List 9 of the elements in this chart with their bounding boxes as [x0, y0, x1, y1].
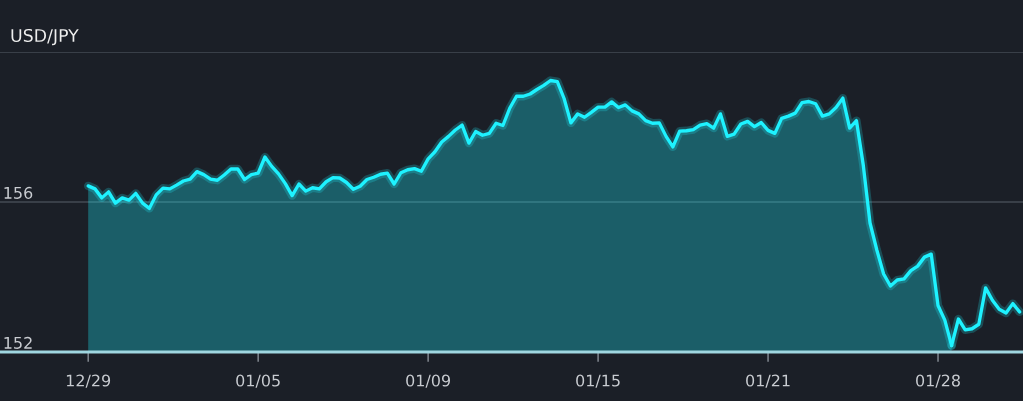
- y-tick-label: 156: [4, 186, 33, 199]
- x-tick-label: 01/15: [576, 374, 620, 388]
- x-tick-label: 01/21: [746, 374, 790, 388]
- chart-title: USD/JPY: [11, 28, 79, 46]
- x-tick-label: 01/09: [406, 374, 451, 388]
- y-tick-label: 152: [4, 336, 32, 349]
- x-tick-label: 01/28: [916, 374, 960, 388]
- x-tick-label: 01/05: [236, 374, 280, 388]
- x-tick-label: 12/29: [66, 374, 111, 388]
